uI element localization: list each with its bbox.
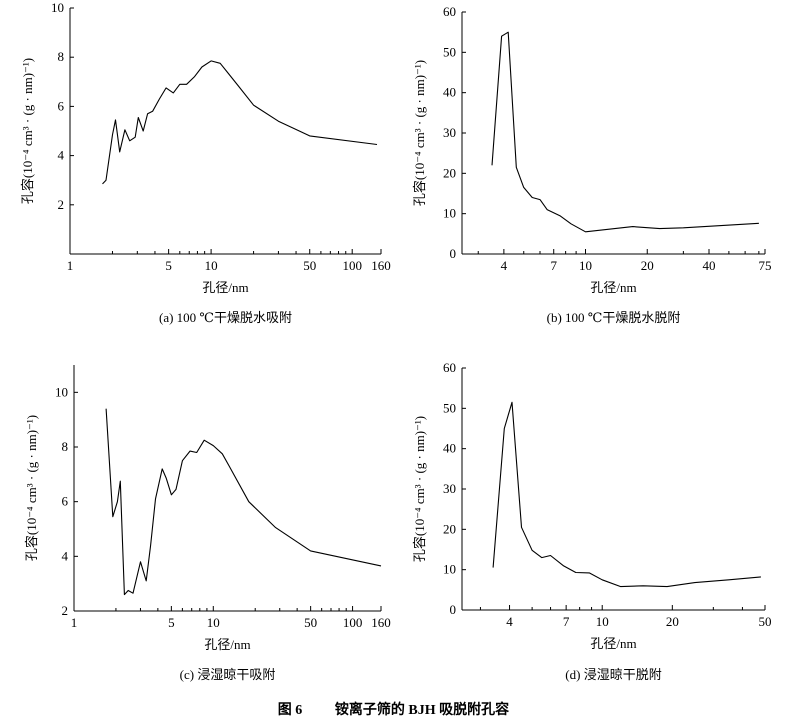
y-tick-label: 8 — [58, 49, 65, 64]
chart-panel-1: 0 10 20 30 40 50 60 4 7 10 20 40 75 孔径/nm 孔容(10⁻⁴ cm³ … — [412, 4, 772, 325]
x-tick-label: 20 — [666, 614, 679, 629]
y-axis-label: 孔容(10⁻⁴ cm³ · (g · nm)⁻¹) — [412, 416, 427, 562]
x-tick-label: 160 — [371, 258, 391, 273]
x-axis-label: 孔径/nm — [590, 280, 636, 295]
panel-caption: (c) 浸湿晾干吸附 — [180, 667, 276, 682]
y-tick-label: 60 — [443, 360, 456, 375]
x-tick-label: 50 — [759, 614, 772, 629]
series-line-desorption — [492, 401, 761, 588]
figure-caption-number: 图 6 — [278, 702, 303, 718]
x-tick-label: 1 — [67, 258, 74, 273]
chart-panel-0: 2 4 6 8 10 1 5 10 50 100 160 孔径/nm 孔容(10⁻⁴ cm³ · (g … — [20, 0, 391, 325]
x-tick-label: 20 — [641, 258, 654, 273]
panel-caption: (b) 100 ℃干燥脱水脱附 — [547, 310, 681, 325]
x-axis-label: 孔径/nm — [202, 280, 248, 295]
x-tick-label: 4 — [506, 614, 513, 629]
y-tick-label: 40 — [443, 441, 456, 456]
x-tick-label: 75 — [759, 258, 772, 273]
chart-panel-3: 0 10 20 30 40 50 60 4 7 10 20 50 孔径/nm 孔容(10⁻⁴ cm³ · … — [412, 360, 772, 682]
x-axis-label: 孔径/nm — [204, 637, 250, 652]
y-tick-label: 0 — [450, 602, 457, 617]
y-tick-label: 10 — [55, 384, 68, 399]
x-axis-label: 孔径/nm — [590, 636, 636, 651]
figure-caption-text: 铵离子筛的 BJH 吸脱附孔容 — [335, 701, 509, 718]
x-tick-label: 4 — [501, 258, 508, 273]
y-tick-label: 30 — [443, 125, 456, 140]
y-tick-label: 8 — [62, 439, 69, 454]
y-tick-label: 10 — [443, 206, 456, 221]
y-tick-label: 50 — [443, 400, 456, 415]
y-tick-label: 60 — [443, 4, 456, 19]
y-axis-label: 孔容(10⁻⁴ cm³ · (g · nm)⁻¹) — [20, 58, 35, 204]
y-tick-label: 40 — [443, 85, 456, 100]
x-tick-label: 10 — [205, 258, 218, 273]
x-tick-label: 100 — [342, 258, 362, 273]
y-tick-label: 50 — [443, 44, 456, 59]
y-tick-label: 0 — [450, 246, 457, 261]
y-tick-label: 20 — [443, 165, 456, 180]
series-line-adsorption — [105, 408, 382, 596]
y-tick-label: 10 — [443, 562, 456, 577]
x-tick-label: 10 — [596, 614, 609, 629]
x-tick-label: 160 — [371, 615, 391, 630]
x-tick-label: 10 — [579, 258, 592, 273]
y-tick-label: 4 — [62, 548, 69, 563]
x-tick-label: 40 — [702, 258, 715, 273]
series-line-desorption — [491, 31, 759, 233]
x-tick-label: 7 — [550, 258, 557, 273]
x-tick-label: 7 — [563, 614, 570, 629]
x-tick-label: 5 — [168, 615, 175, 630]
y-tick-label: 30 — [443, 481, 456, 496]
y-tick-label: 2 — [62, 603, 69, 618]
y-tick-label: 4 — [58, 148, 65, 163]
x-tick-label: 5 — [165, 258, 172, 273]
y-axis-label: 孔容(10⁻⁴ cm³ · (g · nm)⁻¹) — [24, 415, 39, 561]
y-tick-label: 6 — [62, 494, 69, 509]
panel-caption: (d) 浸湿晾干脱附 — [565, 667, 661, 682]
x-tick-label: 50 — [303, 258, 316, 273]
y-tick-label: 20 — [443, 521, 456, 536]
y-tick-label: 2 — [58, 197, 65, 212]
panel-caption: (a) 100 ℃干燥脱水吸附 — [159, 310, 292, 325]
x-tick-label: 1 — [71, 615, 78, 630]
y-tick-label: 6 — [58, 98, 65, 113]
x-tick-label: 100 — [343, 615, 363, 630]
y-axis-label: 孔容(10⁻⁴ cm³ · (g · nm)⁻¹) — [412, 60, 427, 206]
chart-panel-2: 2 4 6 8 10 1 5 10 50 100 160 孔径/nm 孔容(10⁻⁴ cm³ · (g … — [24, 365, 391, 682]
series-line-adsorption — [102, 60, 378, 185]
x-tick-label: 50 — [304, 615, 317, 630]
x-tick-label: 10 — [207, 615, 220, 630]
y-tick-label: 10 — [51, 0, 64, 15]
